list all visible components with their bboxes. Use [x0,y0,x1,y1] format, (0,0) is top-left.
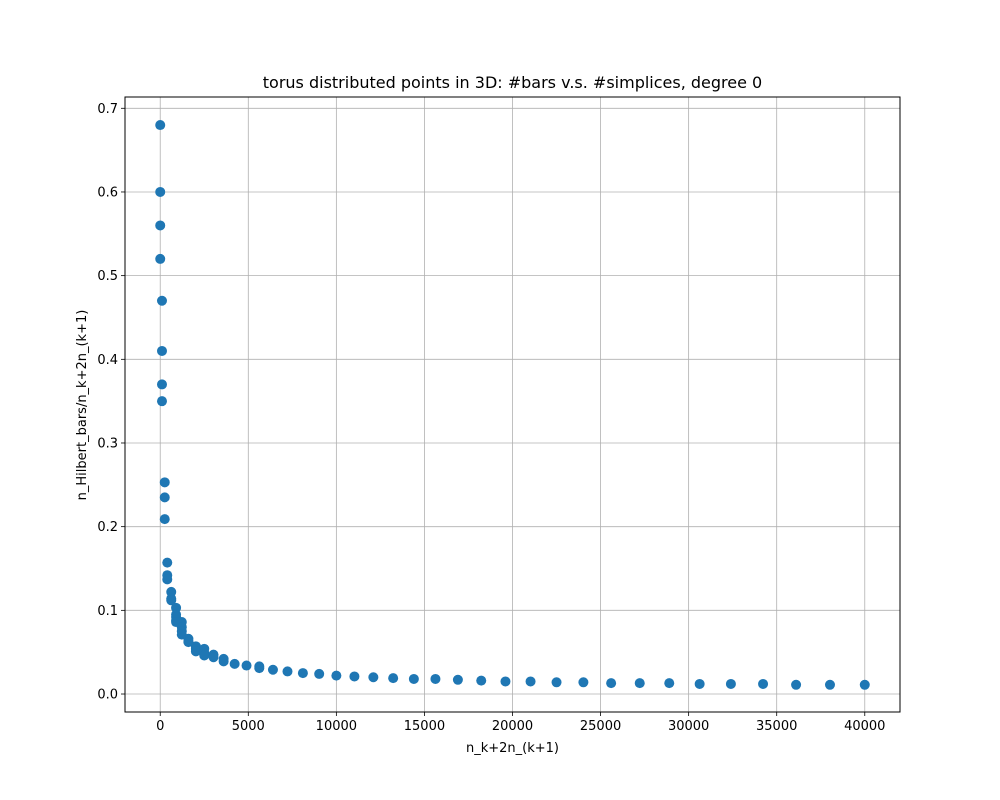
data-point [694,678,705,689]
data-point [725,678,736,689]
data-point [208,652,219,663]
x-tick-label: 15000 [404,719,445,734]
data-point [155,186,166,197]
data-point [859,679,870,690]
data-point [159,477,170,488]
data-point [254,663,265,674]
data-point [824,679,835,690]
data-point [162,557,173,568]
y-tick-label: 0.1 [97,604,118,619]
y-tick-label: 0.0 [97,688,118,703]
y-axis-label: n_Hilbert_bars/n_k+2n_(k+1) [75,310,90,501]
data-point [156,295,167,306]
data-point [331,670,342,681]
data-point [155,220,166,231]
data-point [476,675,487,686]
data-point [156,345,167,356]
data-point [664,678,675,689]
x-tick-label: 30000 [668,719,709,734]
x-tick-label: 10000 [316,719,357,734]
data-point [218,656,229,667]
data-point [159,492,170,503]
data-point [758,678,769,689]
y-tick-label: 0.2 [97,520,118,535]
data-point [199,650,210,661]
data-point [267,664,278,675]
data-point [166,595,177,606]
data-point [241,660,252,671]
data-point [229,658,240,669]
x-axis-label: n_k+2n_(k+1) [466,741,559,756]
data-point [634,678,645,689]
data-point [190,646,201,657]
data-point [551,677,562,688]
data-point [791,679,802,690]
data-point [155,120,166,131]
x-tick-label: 40000 [844,719,885,734]
data-point [155,253,166,264]
x-tick-label: 25000 [580,719,621,734]
data-point [183,637,194,648]
chart-title: torus distributed points in 3D: #bars v.… [263,73,762,92]
y-tick-label: 0.4 [97,353,118,368]
data-point [452,674,463,685]
data-point [500,676,511,687]
data-point [156,379,167,390]
data-point [156,396,167,407]
y-tick-label: 0.3 [97,436,118,451]
data-point [297,668,308,679]
y-tick-label: 0.5 [97,269,118,284]
axis-ticks: 0 5000 10000 15000 20000 25000 30000 35000 40000… [97,102,885,734]
data-point [282,666,293,677]
data-point [525,676,536,687]
data-point [314,668,325,679]
x-tick-label: 0 [156,719,164,734]
y-tick-label: 0.6 [97,185,118,200]
data-point [408,673,419,684]
data-point [388,673,399,684]
data-point [159,514,170,525]
data-point [430,673,441,684]
y-tick-label: 0.7 [97,102,118,117]
x-tick-label: 20000 [492,719,533,734]
x-tick-label: 35000 [756,719,797,734]
x-tick-label: 5000 [232,719,265,734]
data-point [578,677,589,688]
data-point [368,672,379,683]
data-point [162,574,173,585]
data-points [155,120,870,690]
grid-lines [125,97,900,712]
data-point [606,678,617,689]
data-point [349,671,360,682]
